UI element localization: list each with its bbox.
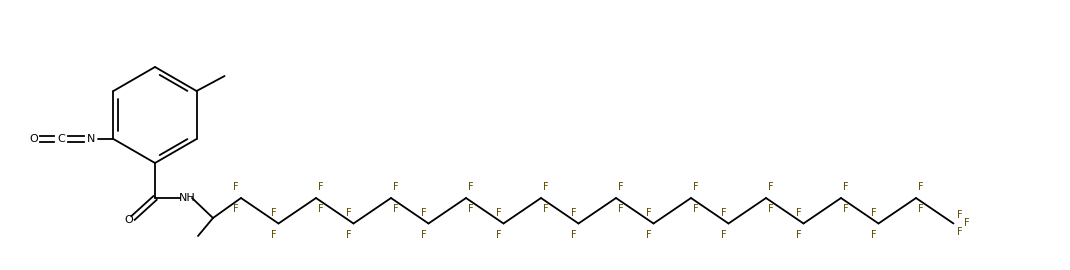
Text: F: F bbox=[421, 208, 426, 218]
Text: F: F bbox=[618, 182, 624, 192]
Text: F: F bbox=[645, 230, 652, 239]
Text: F: F bbox=[843, 182, 849, 192]
Text: F: F bbox=[544, 182, 549, 192]
Text: F: F bbox=[964, 218, 969, 228]
Text: NH: NH bbox=[179, 193, 196, 203]
Text: F: F bbox=[796, 208, 801, 218]
Text: F: F bbox=[957, 227, 962, 237]
Text: F: F bbox=[693, 182, 699, 192]
Text: F: F bbox=[570, 230, 577, 239]
Text: F: F bbox=[271, 230, 276, 239]
Text: F: F bbox=[495, 230, 502, 239]
Text: O: O bbox=[124, 215, 134, 225]
Text: F: F bbox=[645, 208, 652, 218]
Text: F: F bbox=[843, 204, 849, 214]
Text: F: F bbox=[721, 230, 727, 239]
Text: F: F bbox=[796, 230, 801, 239]
Text: F: F bbox=[469, 204, 474, 214]
Text: F: F bbox=[318, 204, 324, 214]
Text: F: F bbox=[318, 182, 324, 192]
Text: F: F bbox=[768, 204, 774, 214]
Text: F: F bbox=[544, 204, 549, 214]
Text: F: F bbox=[233, 204, 239, 214]
Text: F: F bbox=[271, 208, 276, 218]
Text: F: F bbox=[393, 204, 399, 214]
Text: F: F bbox=[918, 204, 923, 214]
Text: F: F bbox=[469, 182, 474, 192]
Text: F: F bbox=[495, 208, 502, 218]
Text: F: F bbox=[421, 230, 426, 239]
Text: F: F bbox=[871, 208, 876, 218]
Text: F: F bbox=[721, 208, 727, 218]
Text: F: F bbox=[871, 230, 876, 239]
Text: F: F bbox=[570, 208, 577, 218]
Text: F: F bbox=[768, 182, 774, 192]
Text: F: F bbox=[346, 208, 351, 218]
Text: F: F bbox=[346, 230, 351, 239]
Text: O: O bbox=[29, 134, 37, 144]
Text: F: F bbox=[693, 204, 699, 214]
Text: F: F bbox=[618, 204, 624, 214]
Text: F: F bbox=[957, 210, 962, 220]
Text: F: F bbox=[393, 182, 399, 192]
Text: F: F bbox=[918, 182, 923, 192]
Text: C: C bbox=[58, 134, 65, 144]
Text: F: F bbox=[233, 182, 239, 192]
Text: N: N bbox=[88, 134, 95, 144]
